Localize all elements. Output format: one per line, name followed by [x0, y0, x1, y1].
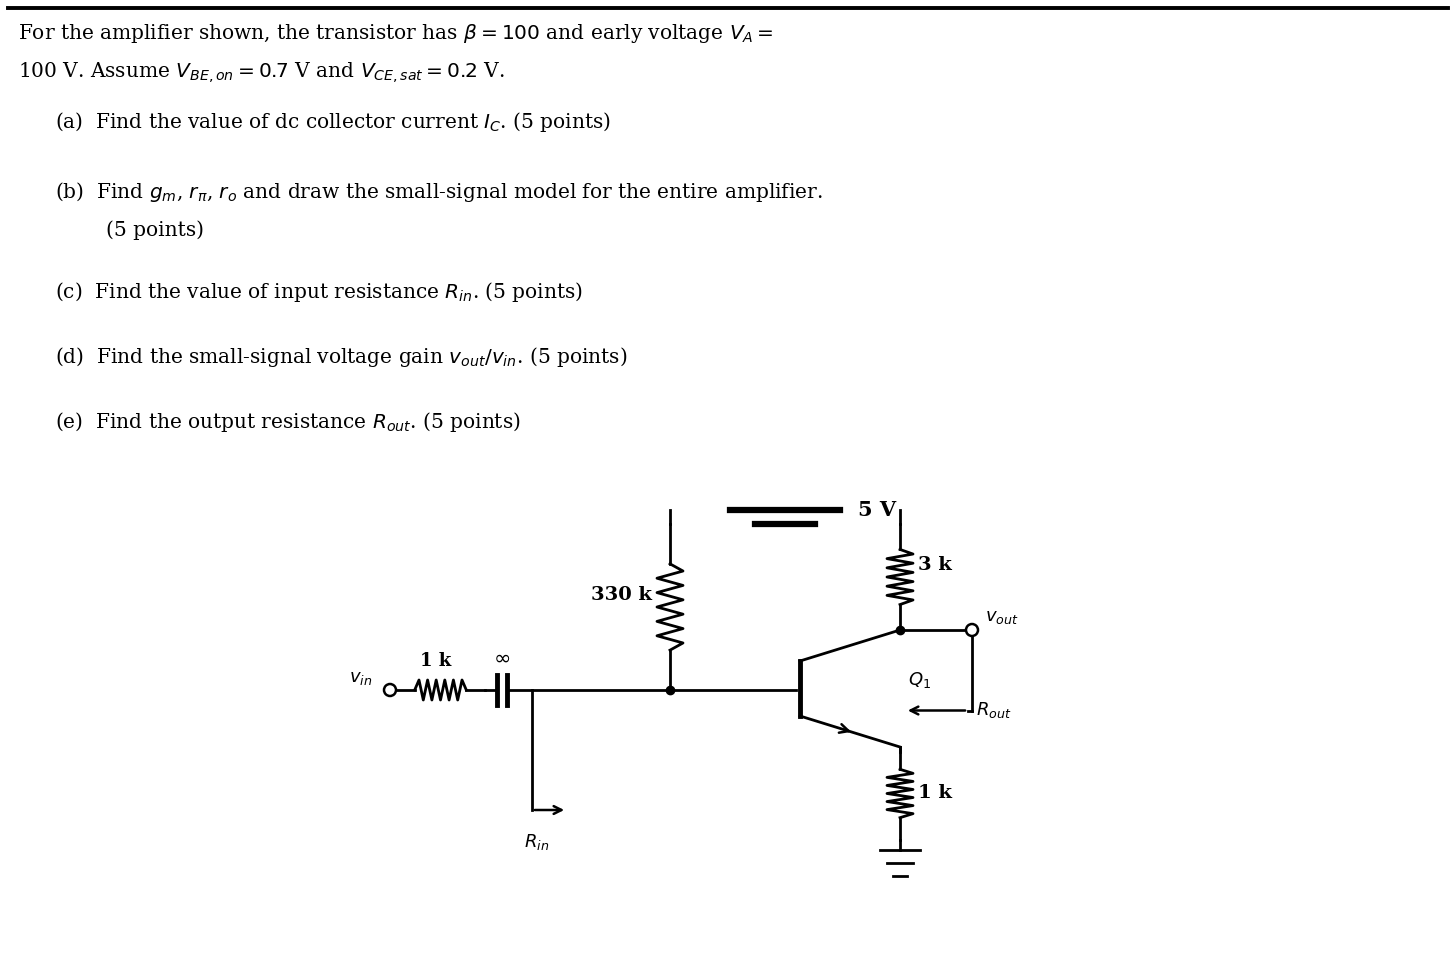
Text: 1 k: 1 k [917, 785, 952, 803]
Text: 5 V: 5 V [858, 500, 895, 520]
Text: $R_{out}$: $R_{out}$ [976, 701, 1012, 721]
Text: $v_{in}$: $v_{in}$ [348, 669, 371, 687]
Text: (e)  Find the output resistance $R_{out}$. (5 points): (e) Find the output resistance $R_{out}$… [55, 410, 521, 434]
Text: (5 points): (5 points) [55, 220, 204, 239]
Text: 100 V. Assume $V_{BE,on} = 0.7$ V and $V_{CE,sat} = 0.2$ V.: 100 V. Assume $V_{BE,on} = 0.7$ V and $V… [17, 60, 505, 85]
Text: $Q_1$: $Q_1$ [909, 671, 930, 691]
Text: (b)  Find $g_m$, $r_\pi$, $r_o$ and draw the small-signal model for the entire a: (b) Find $g_m$, $r_\pi$, $r_o$ and draw … [55, 180, 823, 204]
Text: 1 k: 1 k [419, 652, 451, 670]
Text: $v_{out}$: $v_{out}$ [986, 608, 1019, 626]
Text: 3 k: 3 k [917, 556, 952, 574]
Text: $\infty$: $\infty$ [494, 648, 511, 668]
Text: (a)  Find the value of dc collector current $I_C$. (5 points): (a) Find the value of dc collector curre… [55, 110, 612, 134]
Text: (c)  Find the value of input resistance $R_{in}$. (5 points): (c) Find the value of input resistance $… [55, 280, 582, 304]
Text: 330 k: 330 k [591, 586, 652, 604]
Text: (d)  Find the small-signal voltage gain $v_{out}/v_{in}$. (5 points): (d) Find the small-signal voltage gain $… [55, 345, 628, 369]
Text: $R_{in}$: $R_{in}$ [524, 832, 549, 852]
Text: For the amplifier shown, the transistor has $\beta = 100$ and early voltage $V_A: For the amplifier shown, the transistor … [17, 22, 773, 45]
